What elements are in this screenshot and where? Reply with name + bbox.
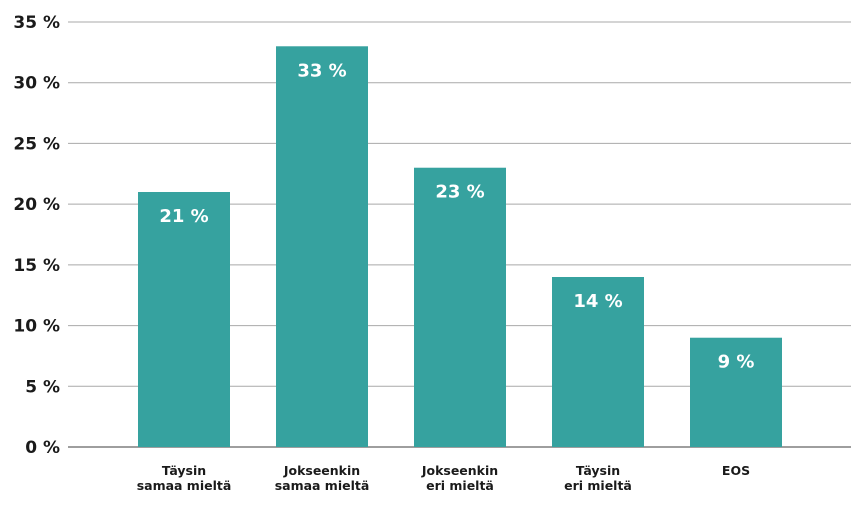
- data-label: 9 %: [718, 352, 755, 373]
- bars: [138, 46, 782, 448]
- x-tick-label: Täysin: [162, 463, 206, 478]
- x-tick-label: eri mieltä: [564, 478, 632, 493]
- data-label: 14 %: [573, 291, 622, 312]
- x-tick-label: Jokseenkin: [421, 463, 498, 478]
- data-label: 21 %: [159, 206, 208, 227]
- data-label: 23 %: [435, 182, 484, 203]
- bar: [276, 46, 368, 448]
- bar: [552, 277, 644, 447]
- y-tick-label: 15 %: [13, 256, 60, 276]
- x-tick-label: Täysin: [576, 463, 620, 478]
- x-tick-label: EOS: [722, 463, 750, 478]
- x-tick-label: samaa mieltä: [137, 478, 232, 493]
- y-tick-label: 30 %: [13, 74, 60, 94]
- bar: [138, 192, 230, 447]
- x-tick-label: Jokseenkin: [283, 463, 360, 478]
- y-tick-label: 0 %: [25, 438, 60, 458]
- y-tick-label: 10 %: [13, 317, 60, 337]
- data-labels: 21 % 33 % 23 % 14 % 9 %: [159, 60, 754, 372]
- data-label: 33 %: [297, 60, 346, 81]
- x-tick-label: eri mieltä: [426, 478, 494, 493]
- x-tick-label: samaa mieltä: [275, 478, 370, 493]
- y-tick-label: 20 %: [13, 195, 60, 215]
- y-tick-label: 35 %: [13, 13, 60, 33]
- y-axis: 0 % 5 % 10 % 15 % 20 % 25 % 30 % 35 %: [13, 13, 60, 458]
- bar: [690, 337, 782, 447]
- bar: [414, 167, 506, 447]
- y-tick-label: 25 %: [13, 134, 60, 154]
- y-tick-label: 5 %: [25, 377, 60, 397]
